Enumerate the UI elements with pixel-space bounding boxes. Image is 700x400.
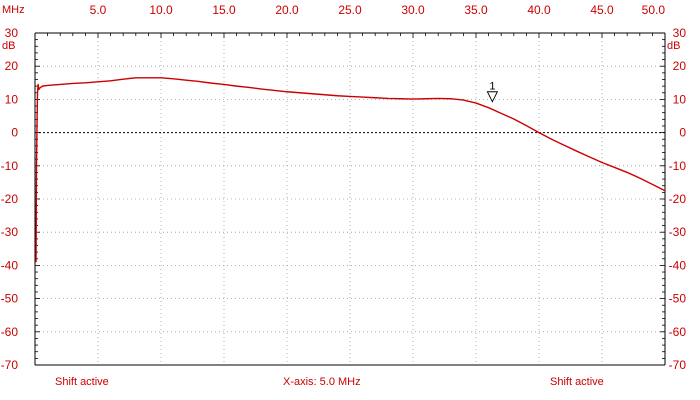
marker-label: 1 (489, 81, 495, 93)
tick-labels: 5.0 10.0 15.0 20.0 25.0 30.0 35.0 40.0 45.0 50.0 3… (1, 3, 687, 372)
y-tick-label-left: -30 (1, 225, 19, 239)
y-tick-label-left: -50 (1, 292, 19, 306)
y-tick-label-left: -60 (1, 325, 19, 339)
y-tick-label-left: -10 (1, 159, 19, 173)
y-unit-label-left: dB (2, 40, 15, 52)
axes (34, 32, 666, 366)
y-tick-label-left: -40 (1, 258, 19, 272)
y-tick-label-right: -70 (669, 358, 687, 372)
y-unit-label-right: dB (667, 40, 680, 52)
y-tick-label-left: 0 (11, 126, 18, 140)
x-tick-label: 50.0 (642, 3, 666, 17)
shift-active-left: Shift active (55, 376, 109, 388)
series (35, 77, 666, 263)
y-tick-label-right: -40 (669, 258, 687, 272)
x-tick-label: 25.0 (338, 3, 362, 17)
y-tick-label-right: -30 (669, 225, 687, 239)
x-tick-label: 45.0 (590, 3, 614, 17)
x-tick-label: 20.0 (275, 3, 299, 17)
y-tick-label-right: 30 (673, 26, 687, 40)
y-tick-label-right: -20 (669, 192, 687, 206)
x-axis-scale-label: X-axis: 5.0 MHz (283, 376, 361, 388)
y-tick-label-right: -50 (669, 292, 687, 306)
y-tick-label-right: -60 (669, 325, 687, 339)
x-tick-label: 35.0 (464, 3, 488, 17)
x-tick-label: 40.0 (527, 3, 551, 17)
y-tick-label-right: 0 (679, 126, 686, 140)
series-line-response (35, 77, 666, 263)
marker-triangle (486, 91, 499, 103)
markers: 1 (486, 81, 499, 103)
y-tick-label-left: -20 (1, 192, 19, 206)
x-tick-label: 5.0 (90, 3, 107, 17)
grid (35, 33, 665, 365)
y-tick-label-left: 20 (5, 59, 19, 73)
y-tick-label-left: 30 (5, 26, 19, 40)
y-tick-label-right: 20 (673, 59, 687, 73)
x-tick-label: 15.0 (212, 3, 236, 17)
y-tick-label-left: -70 (1, 358, 19, 372)
y-tick-label-right: 10 (673, 92, 687, 106)
x-unit-label: MHz (2, 4, 25, 16)
shift-active-right: Shift active (550, 376, 604, 388)
y-tick-label-left: 10 (5, 92, 19, 106)
x-tick-label: 30.0 (401, 3, 425, 17)
x-tick-label: 10.0 (149, 3, 173, 17)
y-tick-label-right: -10 (669, 159, 687, 173)
